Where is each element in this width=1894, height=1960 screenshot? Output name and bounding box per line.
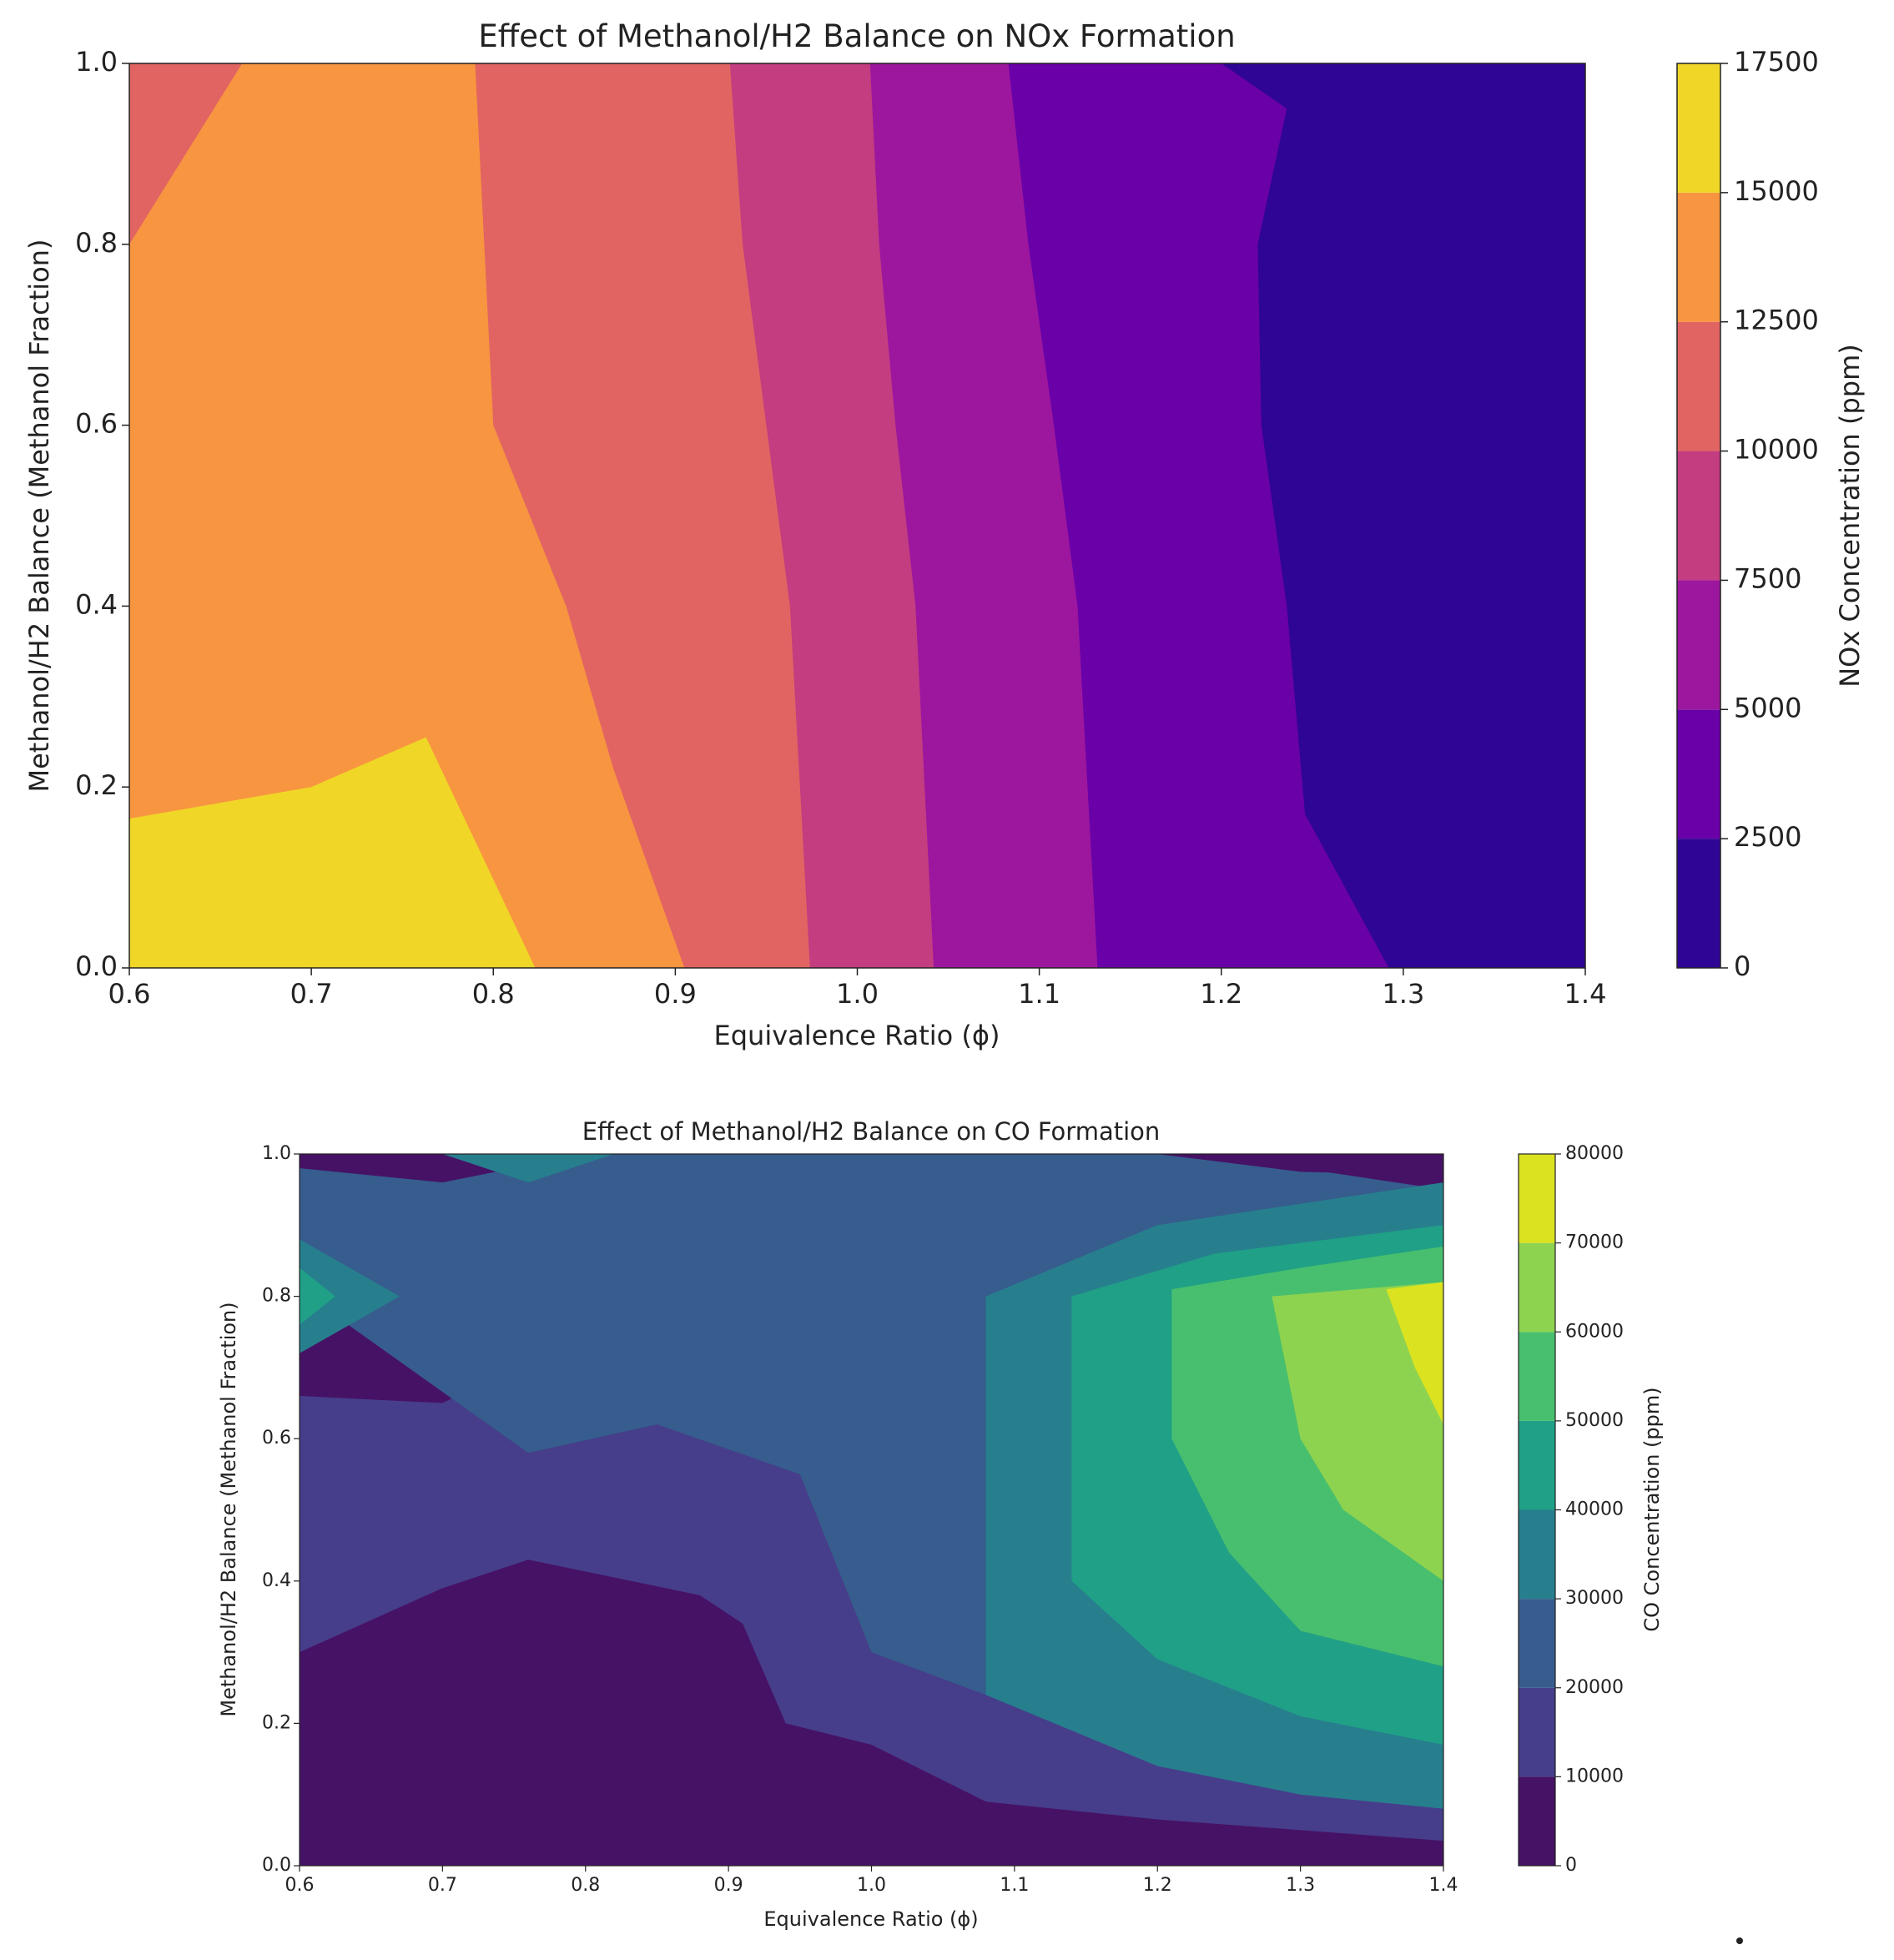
nox-band-6 [129,737,536,968]
nox-colorbar-tick-label: 17500 [1734,46,1819,78]
co-colorbar-swatch [1519,1154,1555,1243]
co-y-tick-label: 0.2 [262,1712,291,1733]
nox-x-tick-label: 1.3 [1382,978,1424,1010]
nox-colorbar-frame [1676,63,1721,969]
co-x-tick-label: 0.9 [714,1875,743,1896]
co-x-tick-label: 1.0 [857,1875,886,1896]
co-colorbar-tick-label: 60000 [1565,1321,1624,1342]
co-colorbar-tick-label: 50000 [1565,1410,1624,1431]
nox-x-tick-label: 0.9 [654,978,697,1010]
nox-x-tick-label: 1.2 [1200,978,1242,1010]
co-colorbar-swatch [1519,1332,1555,1421]
co-y-axis-label: Methanol/H2 Balance (Methanol Fraction) [217,1302,240,1716]
nox-y-tick-label: 0.8 [75,227,118,259]
co-band-left-core [300,1267,335,1325]
nox-colorbar-swatch [1677,839,1720,968]
nox-colorbar: 0 2500 5000 7500 10000 12500 15000 17500 [1676,46,1819,982]
co-chart-title: Effect of Methanol/H2 Balance on CO Form… [582,1117,1161,1146]
nox-colorbar-tick-label: 10000 [1734,434,1819,466]
nox-x-tick-label: 0.6 [108,978,151,1010]
co-colorbar-tick-label: 40000 [1565,1499,1624,1520]
co-band-7 [1386,1282,1443,1425]
co-x-tick-label: 0.6 [285,1875,315,1896]
nox-band-5 [129,63,685,968]
nox-band-corner [129,63,243,244]
co-x-axis-label: Equivalence Ratio (ϕ) [763,1907,978,1931]
nox-x-axis-label: Equivalence Ratio (ϕ) [714,1020,1000,1051]
nox-colorbar-swatch [1677,709,1720,839]
nox-x-tick-label: 1.1 [1018,978,1060,1010]
co-colorbar-label: CO Concentration (ppm) [1640,1387,1664,1631]
co-x-tick-label: 0.8 [571,1875,600,1896]
nox-y-axis-label: Methanol/H2 Balance (Methanol Fraction) [23,239,55,792]
co-colorbar-tick-label: 10000 [1565,1766,1624,1786]
co-y-tick-label: 0.8 [262,1286,291,1307]
nox-colorbar-swatch [1677,192,1720,322]
trailing-dot [1736,1937,1743,1944]
nox-colorbar-tick-label: 12500 [1734,305,1819,336]
co-colorbar-swatch [1519,1242,1555,1333]
co-band-6 [1272,1282,1443,1581]
nox-chart-title: Effect of Methanol/H2 Balance on NOx For… [478,18,1235,54]
nox-y-tick-label: 0.0 [75,950,118,982]
co-colorbar-tick-label: 20000 [1565,1677,1624,1698]
co-colorbar-swatch [1519,1509,1555,1600]
nox-colorbar-tick-label: 15000 [1734,175,1819,207]
nox-colorbar-tick-label: 5000 [1734,692,1801,723]
co-y-tick-label: 1.0 [262,1143,291,1164]
co-chart: Effect of Methanol/H2 Balance on CO Form… [217,1117,1664,1931]
co-colorbar-swatch [1519,1599,1555,1688]
co-axes-ticks: 0.6 0.7 0.8 0.9 1.0 1.1 1.2 1.3 1.4 0.0 0.2 0.4 0.6 0… [262,1143,1458,1896]
nox-x-tick-label: 0.7 [290,978,333,1010]
co-colorbar-swatch [1519,1776,1555,1866]
co-y-tick-label: 0.0 [262,1855,291,1876]
co-band-top-patch [442,1154,615,1183]
nox-colorbar-swatch [1677,451,1720,581]
nox-y-tick-label: 1.0 [75,46,118,78]
co-colorbar-swatch [1519,1420,1555,1510]
co-colorbar-tick-label: 30000 [1565,1588,1624,1609]
co-band-top-right [1157,1154,1443,1176]
co-x-tick-label: 1.4 [1429,1875,1458,1896]
co-colorbar-tick-label: 70000 [1565,1232,1624,1253]
co-colorbar-swatch [1519,1687,1555,1777]
nox-colorbar-tick-label: 7500 [1734,562,1801,594]
co-x-tick-label: 1.1 [1000,1875,1029,1896]
nox-colorbar-swatch [1677,580,1720,710]
nox-axes-ticks: 0.6 0.7 0.8 0.9 1.0 1.1 1.2 1.3 1.4 0.0 0.2 0.4 0.6 0… [75,46,1606,1010]
co-x-tick-label: 1.3 [1286,1875,1315,1896]
nox-colorbar-tick-label: 0 [1734,950,1750,982]
co-x-tick-label: 1.2 [1143,1875,1172,1896]
nox-x-tick-label: 0.8 [472,978,515,1010]
nox-y-tick-label: 0.6 [75,408,118,440]
nox-y-tick-label: 0.4 [75,588,118,620]
nox-x-tick-label: 1.0 [836,978,879,1010]
co-band-left-patch [300,1239,400,1353]
co-x-tick-label: 0.7 [428,1875,457,1896]
co-colorbar-tick-label: 0 [1565,1855,1577,1876]
nox-contour-plot [129,63,1585,968]
nox-colorbar-label: NOx Concentration (ppm) [1834,344,1866,688]
nox-colorbar-tick-label: 2500 [1734,821,1801,853]
co-contour-plot [300,1154,1443,1866]
co-colorbar: 0 10000 20000 30000 40000 50000 60000 70000 8000… [1518,1143,1624,1876]
co-y-tick-label: 0.4 [262,1570,291,1591]
nox-colorbar-swatch [1677,63,1720,193]
co-y-tick-label: 0.6 [262,1428,291,1449]
nox-x-tick-label: 1.4 [1564,978,1607,1010]
nox-colorbar-swatch [1677,321,1720,451]
nox-chart: Effect of Methanol/H2 Balance on NOx For… [23,18,1866,1051]
nox-y-tick-label: 0.2 [75,769,118,801]
co-colorbar-tick-label: 80000 [1565,1143,1624,1164]
